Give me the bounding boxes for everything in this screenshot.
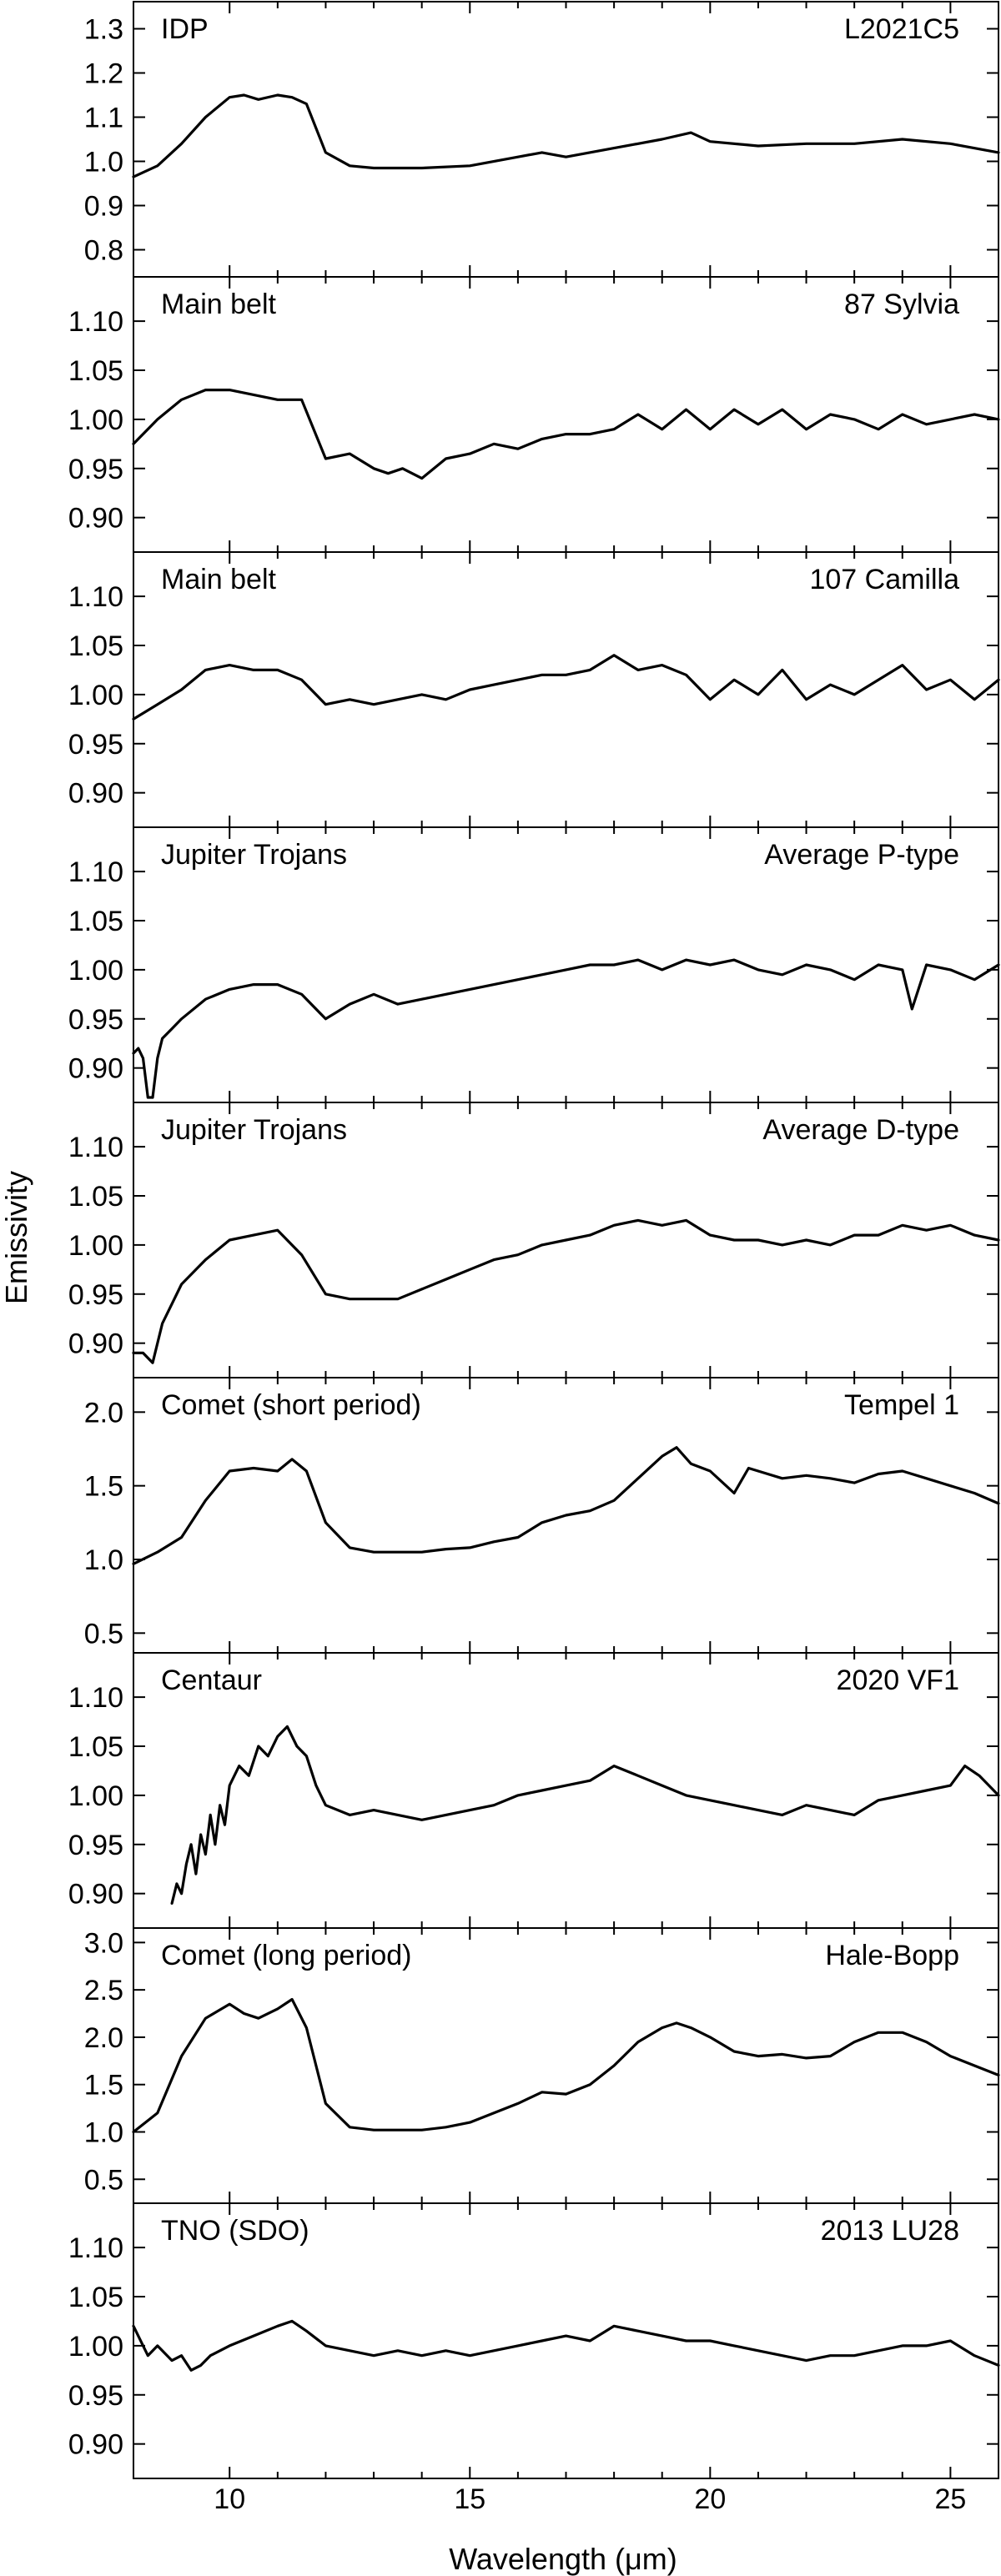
y-tick-label: 1.10 (68, 1682, 123, 1714)
y-tick-label: 1.05 (68, 355, 123, 387)
spectrum-line (132, 1997, 1000, 2134)
y-tick-label: 1.10 (68, 2232, 123, 2264)
y-tick-label: 1.00 (68, 680, 123, 711)
y-tick-label: 1.00 (68, 1230, 123, 1262)
y-tick-label: 0.95 (68, 1004, 123, 1036)
x-axis-label: Wavelength (μm) (449, 2542, 677, 2576)
y-tick-label: 1.05 (68, 630, 123, 662)
y-tick-label: 0.9 (84, 191, 123, 223)
y-tick-label: 2.0 (84, 1397, 123, 1429)
y-tick-label: 0.90 (68, 778, 123, 810)
y-tick-label: 0.8 (84, 235, 123, 267)
panel-label-left: Main belt (161, 289, 277, 320)
panel-label-left: Jupiter Trojans (161, 839, 347, 871)
y-tick-label: 1.00 (68, 1780, 123, 1812)
x-tick-label: 15 (454, 2483, 485, 2515)
spectrum-line (132, 1218, 1000, 1364)
panel-label-right: Average P-type (764, 839, 959, 871)
panel-4: 0.90 0.95 1.00 1.05 1.10 Jupiter Trojans Avera… (68, 826, 1000, 1103)
y-tick-label: 1.5 (84, 1471, 123, 1503)
y-tick-label: 1.00 (68, 955, 123, 987)
spectrum-line (132, 2319, 1000, 2372)
y-tick-label: 1.1 (84, 103, 123, 134)
panel-label-right: Hale-Bopp (825, 1940, 959, 1971)
panel-label-left: Centaur (161, 1665, 262, 1696)
panel-9: 0.90 0.95 1.00 1.05 1.10 TNO (SDO) 2013 LU28 10… (68, 2202, 1000, 2515)
y-tick-label: 2.5 (84, 1975, 123, 2006)
panel-8: 0.5 1.0 1.5 2.0 2.5 3.0 Comet (long period) Hal… (84, 1927, 1000, 2204)
spectrum-line (170, 1725, 1000, 1905)
panel-label-right: 107 Camilla (809, 564, 959, 595)
y-tick-label: 0.95 (68, 454, 123, 485)
y-tick-label: 0.95 (68, 2380, 123, 2412)
panel-label-right: L2021C5 (844, 13, 959, 45)
y-tick-label: 0.95 (68, 729, 123, 761)
panel-label-right: Average D-type (762, 1114, 959, 1146)
spectrum-line (132, 958, 1000, 1099)
panel-label-left: Comet (long period) (161, 1940, 411, 1971)
y-tick-label: 1.10 (68, 1132, 123, 1163)
panel-label-right: 2013 LU28 (821, 2215, 959, 2247)
y-tick-label: 1.05 (68, 906, 123, 937)
y-tick-label: 1.00 (68, 404, 123, 436)
panel-label-right: 87 Sylvia (844, 289, 959, 320)
y-tick-label: 1.10 (68, 856, 123, 888)
x-tick-label: 20 (694, 2483, 726, 2515)
y-tick-label: 1.0 (84, 1544, 123, 1576)
y-tick-label: 0.90 (68, 1879, 123, 1911)
y-tick-label: 2.0 (84, 2022, 123, 2054)
spectrum-line (132, 93, 1000, 178)
y-tick-label: 1.0 (84, 147, 123, 178)
panel-6: 0.5 1.0 1.5 2.0 Comet (short period) Tempel 1 (84, 1377, 1000, 1654)
panel-label-left: Jupiter Trojans (161, 1114, 347, 1146)
y-tick-label: 0.90 (68, 1053, 123, 1085)
x-tick-label: 25 (934, 2483, 966, 2515)
panel-2: 0.90 0.95 1.00 1.05 1.10 Main belt 87 Sylvia (68, 276, 1000, 553)
y-tick-label: 3.0 (84, 1927, 123, 1959)
spectrum-line (132, 389, 1000, 480)
y-tick-label: 0.5 (84, 2164, 123, 2196)
panel-label-left: Comet (short period) (161, 1389, 421, 1421)
panel-5: 0.90 0.95 1.00 1.05 1.10 Jupiter Trojans Avera… (68, 1102, 1000, 1378)
y-tick-label: 1.05 (68, 2282, 123, 2313)
y-tick-label: 1.5 (84, 2070, 123, 2101)
y-tick-label: 1.10 (68, 581, 123, 613)
y-tick-label: 0.90 (68, 2429, 123, 2461)
y-tick-label: 1.00 (68, 2331, 123, 2363)
spectrum-line (132, 1446, 1000, 1565)
panel-label-right: Tempel 1 (844, 1389, 959, 1421)
panel-7: 0.90 0.95 1.00 1.05 1.10 Centaur 2020 VF1 (68, 1652, 1000, 1929)
y-tick-label: 0.95 (68, 1830, 123, 1861)
y-tick-label: 0.90 (68, 503, 123, 535)
y-tick-label: 1.05 (68, 1181, 123, 1213)
y-tick-label: 0.5 (84, 1618, 123, 1650)
y-tick-label: 1.2 (84, 58, 123, 90)
spectrum-line (132, 654, 1000, 721)
panel-1: 0.8 0.9 1.0 1.1 1.2 1.3 IDP L2021C5 (84, 1, 1000, 278)
y-tick-label: 1.0 (84, 2117, 123, 2149)
y-axis-label: Emissivity (0, 1171, 33, 1304)
y-tick-label: 1.10 (68, 306, 123, 338)
y-tick-label: 0.90 (68, 1328, 123, 1360)
panel-label-left: IDP (161, 13, 209, 45)
panels: 0.80.91.01.11.21.3 IDP L2021C50.900.951.00… (68, 1, 1000, 2515)
panel-label-right: 2020 VF1 (837, 1665, 959, 1696)
panel-label-left: TNO (SDO) (161, 2215, 309, 2247)
y-tick-label: 1.05 (68, 1731, 123, 1763)
y-tick-label: 1.3 (84, 14, 123, 46)
panel-label-left: Main belt (161, 564, 277, 595)
y-tick-label: 0.95 (68, 1279, 123, 1311)
panel-3: 0.90 0.95 1.00 1.05 1.10 Main belt 107 Camilla (68, 551, 1000, 828)
x-tick-label: 10 (214, 2483, 245, 2515)
